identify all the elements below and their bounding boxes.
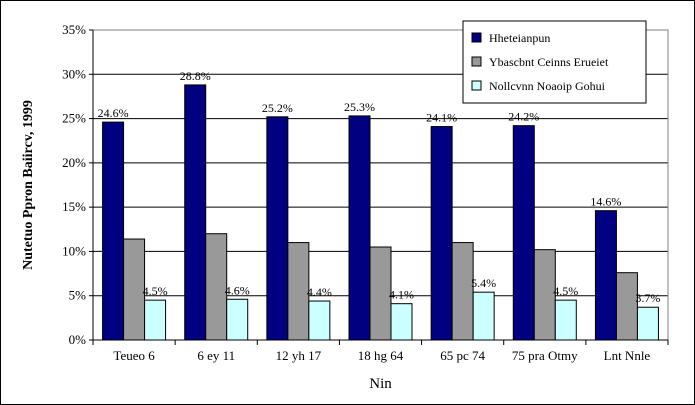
legend-swatch (471, 56, 482, 67)
bar (205, 233, 228, 341)
data-label: 3.7% (635, 291, 660, 305)
bar (369, 246, 392, 341)
data-label: 24.2% (508, 110, 539, 124)
data-label: 25.2% (262, 101, 293, 115)
y-axis: 0% 5% 10% 15% 20% 25% 30% 35% (62, 22, 94, 347)
legend-label: Ybascbnt Ceinns Erueiet (489, 55, 609, 69)
data-label: 24.1% (426, 111, 457, 125)
legend-box (462, 20, 647, 104)
y-tick-label: 35% (62, 22, 86, 37)
data-label: 14.6% (590, 195, 621, 209)
y-tick-label: 0% (69, 332, 87, 347)
legend: Hheteianpun Ybascbnt Ceinns Erueiet Nollcv… (462, 20, 647, 104)
data-label: 4.5% (553, 284, 578, 298)
bar (451, 242, 474, 341)
y-tick-label: 25% (62, 111, 86, 126)
x-tick-label: 18 hg 64 (358, 348, 404, 363)
x-axis-title: Nin (369, 376, 392, 392)
x-tick-label: 6 ey 11 (197, 348, 235, 363)
legend-label: Hheteianpun (489, 31, 550, 45)
bar (594, 210, 617, 341)
bar (123, 238, 146, 341)
bar (266, 116, 289, 341)
bar (226, 298, 249, 341)
y-axis-title: Nutetuo Ppron Baiircv, 1999 (21, 100, 36, 270)
data-label: 28.8% (180, 69, 211, 83)
bar (308, 300, 331, 341)
x-tick-label: 65 pc 74 (440, 348, 485, 363)
bar (390, 303, 413, 341)
x-axis: Teueo 6 6 ey 11 12 yh 17 18 hg 64 65 pc 74 75… (92, 339, 669, 363)
x-tick-label: 12 yh 17 (276, 348, 322, 363)
bars (102, 84, 659, 341)
data-label: 24.6% (98, 106, 129, 120)
data-label: 4.4% (307, 285, 332, 299)
data-label: 5.4% (471, 276, 496, 290)
bar (636, 306, 659, 341)
x-tick-label: Lnt Nnle (604, 348, 651, 363)
data-label: 4.1% (389, 288, 414, 302)
data-label: 4.6% (225, 283, 250, 297)
data-label: 4.5% (143, 284, 168, 298)
legend-swatch (471, 32, 482, 43)
y-tick-label: 30% (62, 66, 86, 81)
x-tick-label: 75 pra Otmy (512, 348, 578, 363)
bar (102, 121, 125, 341)
bar (430, 126, 453, 341)
legend-swatch (471, 80, 482, 91)
bar (144, 299, 167, 341)
x-tick-label: Teueo 6 (113, 348, 155, 363)
legend-label: Nollcvnn Noaoip Gohui (489, 79, 606, 93)
data-labels: 24.6% 4.5% 28.8% 4.6% 25.2% 4.4% 25.3% 4.1% 24.1… (98, 69, 661, 305)
bar (615, 272, 638, 341)
y-tick-label: 15% (62, 199, 86, 214)
y-tick-label: 10% (62, 243, 86, 258)
bar (512, 125, 535, 341)
data-label: 25.3% (344, 100, 375, 114)
y-tick-label: 20% (62, 155, 86, 170)
bar (472, 291, 495, 341)
bar (184, 84, 207, 341)
y-tick-label: 5% (69, 288, 87, 303)
bar (533, 249, 556, 341)
bar (287, 242, 310, 341)
bar (554, 299, 577, 341)
bar (348, 115, 371, 341)
